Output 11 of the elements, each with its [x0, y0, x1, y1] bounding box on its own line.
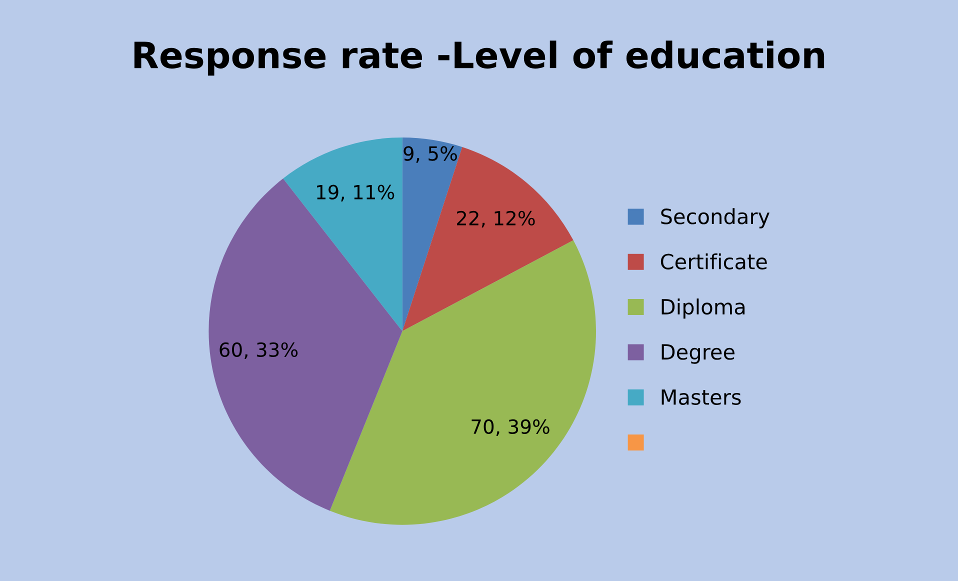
- data-label: 22, 12%: [456, 210, 535, 228]
- legend-label: Masters: [662, 389, 741, 405]
- data-label: 9, 5%: [404, 146, 457, 163]
- data-label: 60, 33%: [220, 342, 298, 360]
- legend-label: Degree: [662, 344, 734, 364]
- data-label: 19, 11%: [317, 184, 394, 202]
- chart-title: Response rate -Level of education: [134, 40, 824, 76]
- legend-label: Diploma: [662, 298, 745, 319]
- legend-label: Secondary: [661, 208, 770, 228]
- legend-label: Certificate: [660, 253, 767, 270]
- data-label: 70, 39%: [472, 419, 550, 436]
